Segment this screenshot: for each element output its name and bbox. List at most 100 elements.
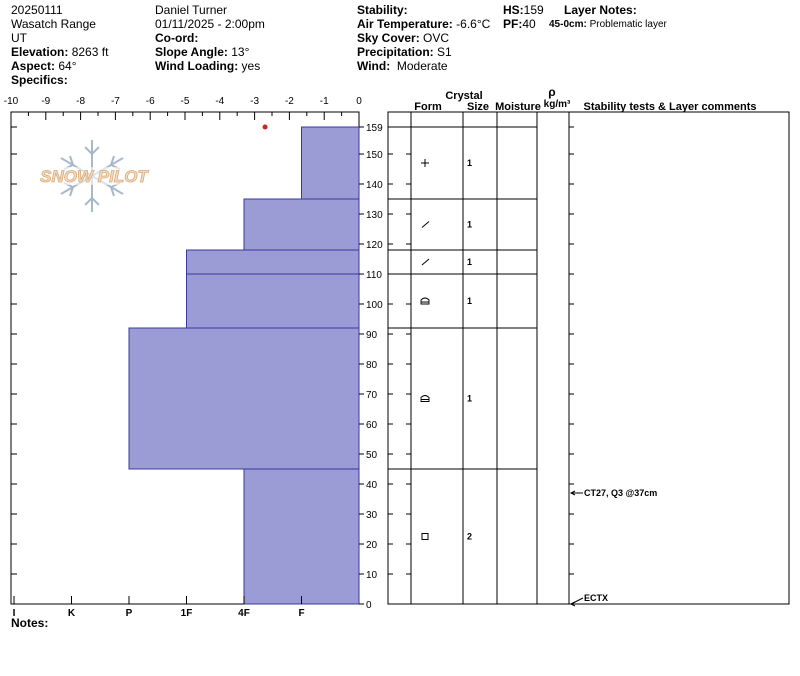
crystal-size: 1 [467,257,472,267]
temp-tick-label: -5 [181,96,190,107]
hardness-layer-bar [243,468,360,605]
col-rho: ρ [548,85,555,99]
air-temp-label: Air Temperature: [357,17,453,31]
form-symbol-square [421,533,429,540]
height-tick-label: 130 [366,210,383,221]
wind: Wind: Moderate [357,59,490,73]
temp-tick-label: -1 [320,96,329,107]
crystal-size: 1 [467,394,472,404]
pf-label: PF: [503,17,523,31]
table-frame [387,111,790,605]
specifics-label: Specifics: [11,73,68,87]
header-hs-pf: HS:159 PF:40 [503,3,544,31]
sky: Sky Cover: OVC [357,31,490,45]
crystal-size: 1 [467,296,472,306]
coord-label: Co-ord: [155,31,199,45]
height-tick-label: 10 [366,570,378,581]
col-crystal: Crystal [445,90,482,102]
temp-tick-label: -3 [250,96,259,107]
hardness-layer-bar [243,198,360,251]
temp-tick-label: -7 [111,96,120,107]
notes: Notes: [11,616,48,630]
datetime: 01/11/2025 - 2:00pm [155,17,265,31]
elevation: Elevation: 8263 ft [11,45,108,59]
sky-label: Sky Cover: [357,31,420,45]
crystal-size: 1 [467,158,472,168]
temperature-axis: -10 -9 -8 -7 -6 -5 -4 -3 -2 -1 0 [4,96,362,120]
height-tick-label: 70 [366,390,378,401]
height-tick-label: 110 [366,270,382,281]
layer-table: Crystal Form Size Moisture ρ kg/m³ Stabi… [387,85,790,607]
wind-loading-label: Wind Loading: [155,59,239,73]
test-arrowhead [569,601,576,607]
elevation-value: 8263 ft [71,45,109,59]
crystal-size: 2 [467,532,472,542]
notes-label: Notes: [11,616,49,630]
temp-tick-label: -2 [285,96,294,107]
hardness-layer-bar [186,273,360,329]
precip-label: Precipitation: [357,45,434,59]
height-tick-label: 140 [366,180,383,191]
header-right: Stability: Air Temperature: -6.6°C Sky C… [357,3,490,73]
crystal-size: 1 [467,220,472,230]
test-label: CT27, Q3 @37cm [584,488,657,498]
height-tick-label: 30 [366,510,378,521]
col-form: Form [414,101,442,113]
layer-note-text: Problematic layer [589,19,667,30]
stability-tests: CT27, Q3 @37cm ECTX [569,488,657,607]
col-size: Size [467,101,489,113]
header-layer-notes: Layer Notes: 45-0cm: Problematic layer [549,3,667,32]
hardness-tick-label: F [298,608,304,619]
layer-notes-label: Layer Notes: [564,3,637,17]
observer: Daniel Turner [155,3,228,17]
slope: Slope Angle: 13° [155,45,265,59]
stability-label: Stability: [357,3,408,17]
air-temp: Air Temperature: -6.6°C [357,17,490,31]
sky-value: OVC [423,31,450,45]
hardness-layer-bar [186,249,360,275]
logo-text: SNOW PILOT [40,167,149,186]
hs-value: 159 [523,3,544,17]
precip-value: S1 [437,45,452,59]
hardness-tick-label: 1F [181,608,193,619]
aspect: Aspect: 64° [11,59,108,73]
height-tick-label: 20 [366,540,378,551]
col-density-unit: kg/m³ [544,99,571,110]
col-moisture: Moisture [495,101,541,113]
temp-tick-label: -4 [215,96,224,107]
hardness-layers [128,126,360,605]
height-tick-label: 50 [366,450,378,461]
height-tick-label: 150 [366,150,383,161]
hardness-axis: I K P 1F 4F F [13,596,305,619]
temp-tick-label: -10 [4,96,19,107]
slope-value: 13° [231,45,250,59]
height-tick-label: 159 [366,123,383,134]
form-symbol-faceted [421,221,430,228]
wind-loading: Wind Loading: yes [155,59,265,73]
height-tick-label: 60 [366,420,378,431]
height-tick-label: 120 [366,240,383,251]
hardness-tick-label: I [13,608,16,619]
snowpilot-logo: SNOW PILOT [33,140,155,212]
header-left: 20250111 Wasatch Range UT Elevation: 826… [11,3,108,87]
state: UT [11,31,27,45]
aspect-value: 64° [58,59,77,73]
temperature-point [262,124,268,130]
col-comments: Stability tests & Layer comments [583,101,756,113]
height-tick-label: 100 [366,300,383,311]
height-tick-label: 90 [366,330,378,341]
height-tick-label: 80 [366,360,378,371]
date: 20250111 [11,3,63,17]
temp-tick-label: -8 [76,96,85,107]
hardness-layer-bar [301,126,360,200]
test-label: ECTX [584,593,608,603]
pf-value: 40 [522,17,536,31]
specifics: Specifics: [11,73,108,87]
hardness-layer-bar [128,327,360,470]
stability: Stability: [357,3,490,17]
air-temp-value: -6.6°C [456,17,491,31]
temp-tick-label: -6 [146,96,155,107]
pf: PF:40 [503,17,544,31]
form-symbol-faceted [421,258,430,266]
